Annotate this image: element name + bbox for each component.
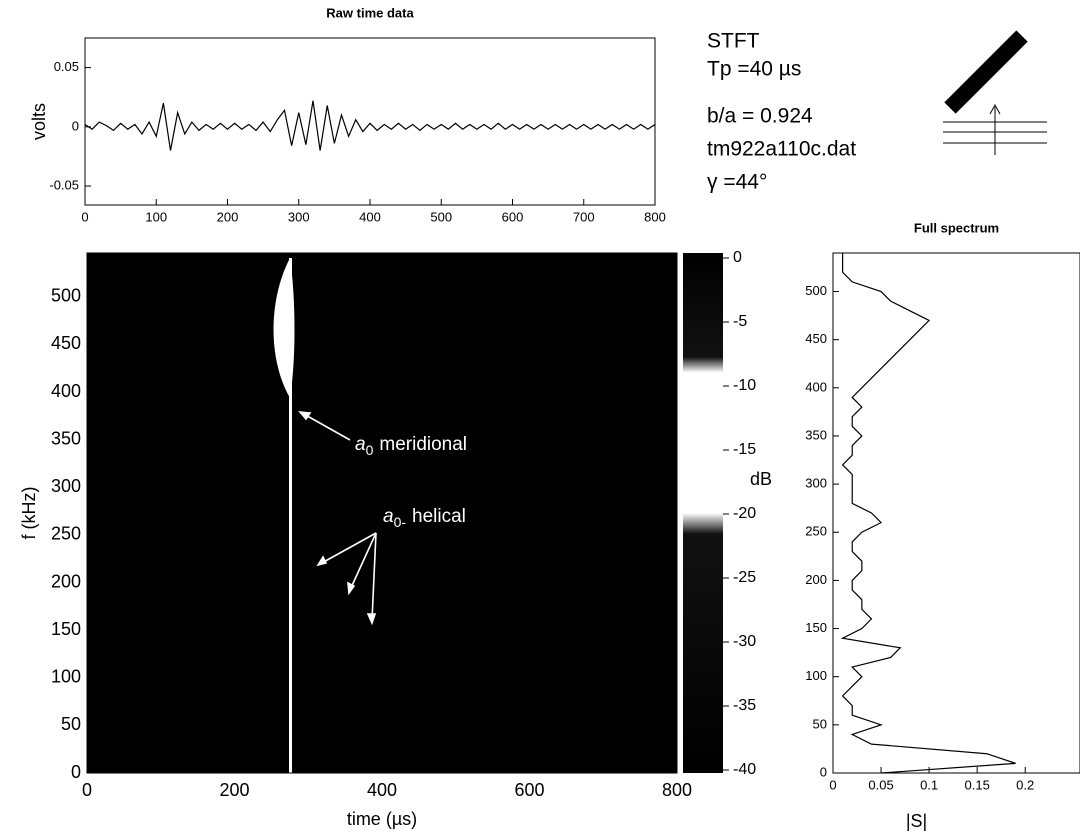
- colorbar-tick-label: -30: [733, 633, 756, 650]
- x-tick-label: 800: [644, 209, 666, 224]
- info-line: tm922a110c.dat: [707, 138, 856, 161]
- colorbar-tick-label: -20: [733, 505, 756, 522]
- annotation: a0- helical: [383, 506, 466, 530]
- colorbar-tick-label: -10: [733, 377, 756, 394]
- info-line: b/a = 0.924: [707, 105, 813, 128]
- y-tick-label: 400: [805, 379, 827, 394]
- annotation: a0 meridional: [355, 434, 467, 458]
- y-tick-label: 150: [51, 619, 81, 639]
- y-tick-label: 500: [51, 286, 81, 306]
- x-tick-label: 500: [430, 209, 452, 224]
- x-axis-label: |S|: [906, 811, 927, 831]
- x-tick-label: 400: [367, 780, 397, 800]
- x-tick-label: 0.1: [920, 777, 938, 792]
- x-tick-label: 800: [662, 780, 692, 800]
- y-axis-label: volts: [29, 103, 49, 140]
- x-tick-label: 700: [573, 209, 595, 224]
- y-tick-label: 450: [51, 333, 81, 353]
- y-tick-label: 450: [805, 331, 827, 346]
- annotation-text: helical: [412, 506, 466, 527]
- line: [84, 100, 656, 151]
- x-axis-label: time (µs): [347, 809, 417, 829]
- x-tick-label: 100: [145, 209, 167, 224]
- x-tick-label: 600: [502, 209, 524, 224]
- ridge: [289, 258, 292, 773]
- colorbar-tick-label: -35: [733, 697, 756, 714]
- spectrogram: [87, 253, 677, 773]
- info: STFT Tp =40 µs b/a = 0.924 tm922a110c.da…: [707, 30, 856, 194]
- x-tick-label: 0.15: [965, 777, 990, 792]
- x-tick-label: 200: [217, 209, 239, 224]
- colorbar: [683, 253, 723, 773]
- y-tick-label: 200: [51, 571, 81, 591]
- lens: [273, 258, 295, 398]
- y-tick-label: 300: [805, 476, 827, 491]
- colorbar-tick-label: 0: [733, 249, 742, 266]
- x-tick-label: 600: [514, 780, 544, 800]
- colorbar-tick-label: -25: [733, 569, 756, 586]
- x-tick-label: 0.05: [868, 777, 893, 792]
- y-axis-label: f (kHz): [19, 487, 39, 540]
- y-tick-label: 400: [51, 381, 81, 401]
- x-tick-label: 0.2: [1016, 777, 1034, 792]
- colorbar-tick-label: -5: [733, 313, 747, 330]
- y-tick-label: 0: [820, 764, 827, 779]
- x-tick-label: 0: [829, 777, 836, 792]
- info-line: STFT: [707, 30, 760, 53]
- info-line: γ =44°: [707, 171, 767, 194]
- y-tick-label: 150: [805, 620, 827, 635]
- x-tick-label: 0: [81, 209, 88, 224]
- annotation-subscript: 0: [366, 442, 374, 458]
- y-tick-label: 50: [813, 716, 827, 731]
- y-tick-label: 300: [51, 476, 81, 496]
- colorbar-label: dB: [750, 469, 772, 489]
- y-tick-label: 0.05: [54, 59, 79, 74]
- colorbar-tick-label: -15: [733, 441, 756, 458]
- y-tick-label: 200: [805, 572, 827, 587]
- y-tick-label: 350: [51, 428, 81, 448]
- line: [840, 253, 1016, 774]
- annotation-symbol: a: [383, 506, 394, 527]
- chart-title: Raw time data: [326, 5, 414, 20]
- y-tick-label: 50: [61, 714, 81, 734]
- y-tick-label: 250: [805, 524, 827, 539]
- info-line: Tp =40 µs: [707, 58, 801, 81]
- annotation-subscript: 0-: [394, 514, 407, 530]
- colorbar-tick-label: -40: [733, 761, 756, 778]
- y-tick-label: 500: [805, 283, 827, 298]
- y-tick-label: 100: [51, 667, 81, 687]
- geometry-icon: [943, 30, 1047, 155]
- arrows: [298, 411, 377, 626]
- chart-title: Full spectrum: [914, 220, 999, 235]
- annotation-text: meridional: [379, 434, 467, 455]
- y-tick-label: 250: [51, 524, 81, 544]
- annotation-symbol: a: [355, 434, 366, 455]
- plot-frame: [84, 37, 656, 206]
- y-tick-label: -0.05: [49, 177, 79, 192]
- x-tick-label: 300: [288, 209, 310, 224]
- x-tick-label: 200: [219, 780, 249, 800]
- y-tick-label: 0: [72, 118, 79, 133]
- x-tick-label: 400: [359, 209, 381, 224]
- y-tick-label: 0: [71, 762, 81, 782]
- y-tick-label: 350: [805, 427, 827, 442]
- y-tick-label: 100: [805, 668, 827, 683]
- x-tick-label: 0: [82, 780, 92, 800]
- plot-frame: [832, 252, 1080, 774]
